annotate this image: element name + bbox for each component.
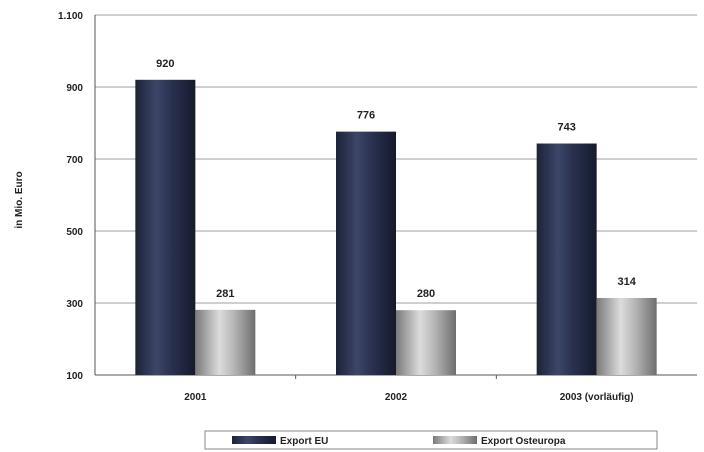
labels: 1.100 900 700 500 300 100 920 281 2001 776 280 2002… [58,11,637,403]
data-label-export-eu: 776 [357,110,375,122]
y-tick-label: 1.100 [58,11,83,22]
legend: Export EU Export Osteuropa [204,430,658,450]
bar-export-osteuropa [195,309,256,375]
data-label-export-osteuropa: 280 [417,288,435,300]
bar-export-eu [536,143,597,375]
x-tick-label: 2001 [184,392,207,403]
x-tick-label: 2002 [385,392,408,403]
y-tick-label: 500 [66,227,83,238]
legend-swatch-export-osteuropa [433,436,477,444]
x-tick-label: 2003 (vorläufig) [560,392,634,403]
data-label-export-osteuropa: 281 [216,288,234,300]
y-tick-label: 100 [66,371,83,382]
data-label-export-eu: 920 [156,58,174,70]
data-label-export-eu: 743 [557,122,575,134]
data-label-export-osteuropa: 314 [617,276,636,288]
legend-swatch-export-eu [232,436,276,444]
legend-label-export-eu: Export EU [280,436,328,447]
bar-export-osteuropa [396,310,456,375]
y-tick-label: 700 [66,155,83,166]
bar-export-eu [135,79,196,376]
legend-label-export-osteuropa: Export Osteuropa [481,436,566,447]
y-tick-label: 900 [66,83,83,94]
bar-export-osteuropa [596,297,657,375]
y-tick-label: 300 [66,299,83,310]
legend-box [204,430,658,450]
bar-export-eu [336,131,396,375]
bars [135,79,657,376]
y-axis-title: in Mio. Euro [14,171,25,228]
